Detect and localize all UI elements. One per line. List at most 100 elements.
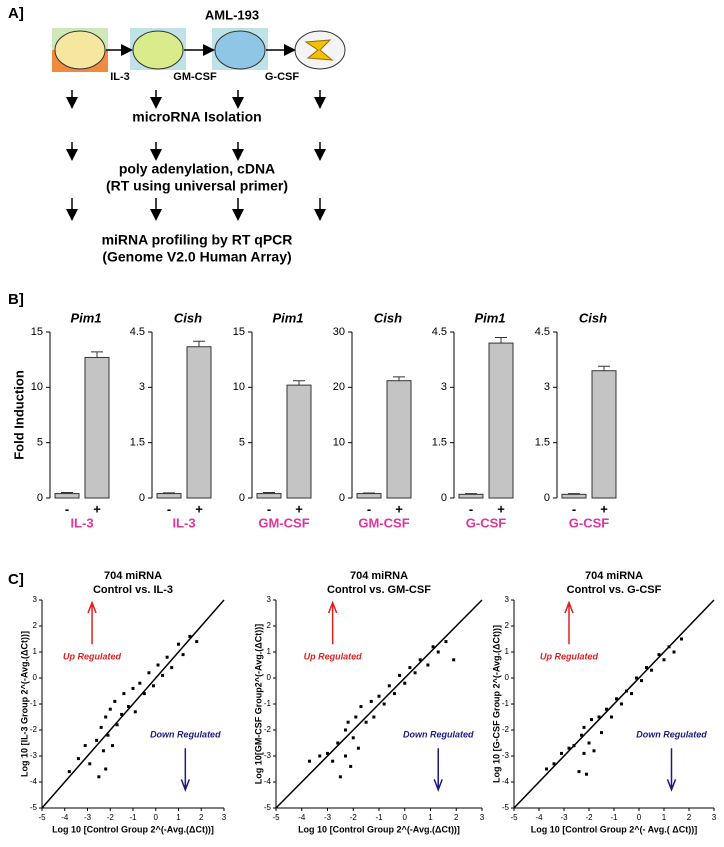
point [67, 770, 71, 774]
panel-label: C] [8, 571, 24, 588]
point [188, 634, 192, 638]
identity-line [41, 599, 225, 809]
y-tick-label: 1.5 [535, 437, 550, 449]
point [577, 770, 581, 774]
point [426, 663, 430, 667]
point [585, 772, 588, 776]
y-tick-label: 2 [267, 621, 272, 630]
bar [458, 493, 484, 499]
point [126, 705, 130, 709]
y-tick-label: 0 [37, 492, 43, 504]
point [452, 658, 456, 662]
x-tick-label: -2 [585, 813, 593, 822]
x-axis-label: GM-CSF [358, 515, 409, 530]
x-tick-label: + [295, 501, 303, 516]
point [392, 692, 396, 696]
point [582, 751, 586, 755]
annotation: Down Regulated [636, 730, 707, 740]
y-tick-label: 3 [544, 381, 550, 393]
x-tick-label: -4 [535, 813, 543, 822]
annotation: Up Regulated [63, 652, 122, 662]
point [372, 715, 376, 719]
point [359, 705, 363, 709]
bar [286, 384, 312, 499]
chart-subtitle: Control vs. G-CSF [567, 584, 662, 596]
y-tick-label: 3 [267, 595, 272, 604]
y-tick-label: -3 [30, 751, 38, 760]
y-tick-label: 0 [441, 492, 447, 504]
up-arrow [87, 600, 97, 645]
point [88, 762, 92, 766]
cytokine-label: IL-3 [110, 71, 130, 83]
x-tick-label: -3 [324, 813, 332, 822]
x-axis-label: Log 10 [Control Group 2^(- Avg.( ΔCt))] [531, 824, 698, 834]
point [645, 666, 648, 670]
y-tick-label: 5 [239, 437, 245, 449]
y-axis-label: Log 10 [IL-3 Group 2^(-Avg.(ΔCt))] [19, 631, 29, 777]
point [592, 749, 596, 753]
x-axis-label: Log 10 [Control Group 2^(-Avg.(ΔCt))] [298, 824, 460, 834]
y-tick-label: 1.5 [432, 437, 447, 449]
y-axis-label: Log 10[GM-CSF Group2^(-Avg.(ΔCt))] [253, 624, 263, 784]
y-tick-label: 2 [505, 621, 510, 630]
x-tick-label: 0 [154, 813, 159, 822]
point [326, 751, 329, 755]
error-bar [293, 380, 305, 386]
y-tick-label: 20 [333, 381, 345, 393]
y-tick-label: 4.5 [130, 326, 145, 338]
point [115, 723, 119, 727]
x-tick-label: + [497, 501, 505, 516]
x-axis-label: G-CSF [569, 515, 610, 530]
chart-title: 704 miRNA [585, 570, 643, 582]
down-arrow [433, 748, 443, 792]
y-tick-label: -4 [30, 777, 38, 786]
x-tick-label: -5 [510, 813, 518, 822]
x-tick-label: -2 [350, 813, 358, 822]
step: (RT using universal primer) [106, 178, 288, 194]
x-axis-label: G-CSF [466, 515, 507, 530]
y-tick-label: 0 [139, 492, 145, 504]
y-tick-label: 3 [441, 381, 447, 393]
y-tick-label: 0 [267, 673, 272, 682]
error-bar [263, 491, 275, 494]
y-tick-label: -4 [502, 777, 510, 786]
point [76, 757, 80, 761]
x-tick-label: - [167, 501, 171, 516]
y-tick-label: 0 [339, 492, 345, 504]
bar [356, 493, 382, 499]
point [161, 673, 165, 677]
x-tick-label: 0 [637, 813, 642, 822]
chart-title: Cish [174, 310, 202, 325]
point [95, 738, 99, 742]
chart-title: Pim1 [474, 310, 505, 325]
x-tick-label: -5 [272, 813, 280, 822]
error-bar [193, 340, 205, 347]
point [307, 759, 311, 763]
point [560, 751, 563, 755]
identity-line [513, 599, 715, 809]
chart-title: Cish [374, 310, 402, 325]
y-tick-label: 0 [544, 492, 550, 504]
chart-subtitle: Control vs. IL-3 [93, 584, 173, 596]
bar [256, 493, 282, 499]
point [582, 725, 586, 729]
point [387, 684, 391, 688]
point [356, 746, 360, 750]
x-tick-label: + [600, 501, 608, 516]
point [181, 653, 185, 657]
x-axis-label: Log 10 [Control Group 2^(-Avg.(ΔCt))] [52, 824, 214, 834]
x-tick-label: 1 [662, 813, 667, 822]
y-tick-label: 5 [37, 437, 43, 449]
point [650, 668, 653, 672]
point [580, 733, 583, 737]
point [620, 702, 623, 706]
point [418, 658, 422, 662]
point [431, 645, 435, 649]
point [106, 733, 110, 737]
point [597, 715, 601, 719]
y-tick-label: 1 [33, 647, 38, 656]
point [156, 663, 160, 667]
chart-title: Cish [579, 310, 607, 325]
up-arrow [564, 600, 574, 645]
y-tick-label: 4.5 [432, 326, 447, 338]
